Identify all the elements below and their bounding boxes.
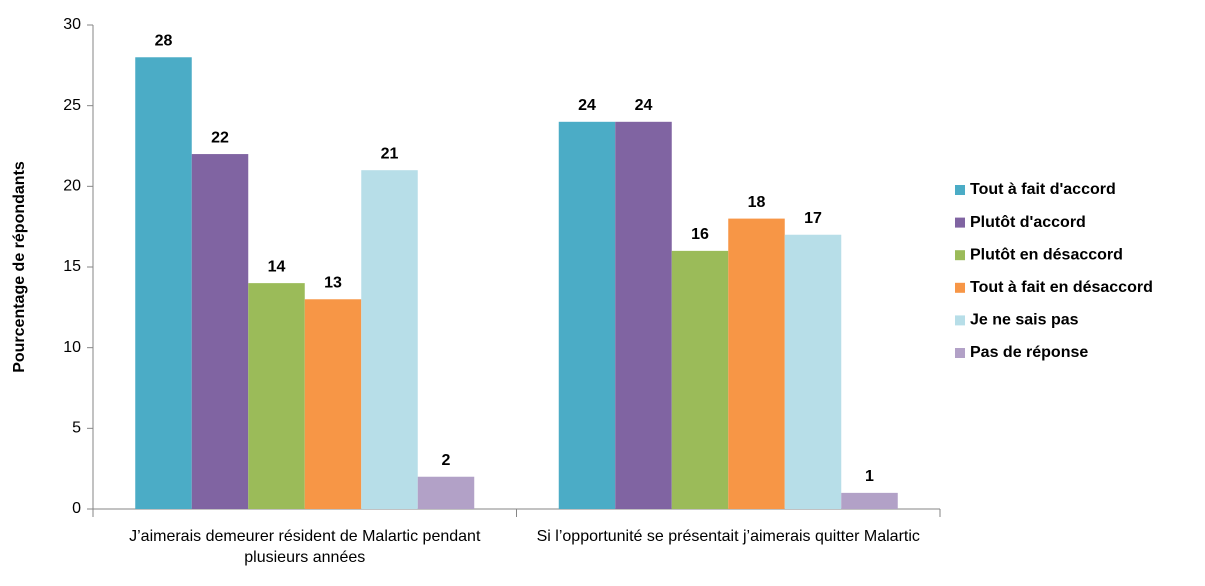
legend-swatch [955,315,965,326]
data-label: 28 [155,32,173,49]
y-tick-label: 30 [63,16,81,33]
data-label: 22 [211,129,229,146]
y-axis-label: Pourcentage de répondants [11,161,28,373]
data-label: 14 [268,258,286,275]
y-tick-label: 20 [63,178,81,195]
bar [841,492,898,509]
data-label: 16 [691,226,709,243]
bar [191,154,249,510]
legend-swatch [955,282,965,293]
bar [558,121,616,510]
legend-label: Plutôt d'accord [970,214,1086,231]
legend-label: Tout à fait d'accord [970,181,1116,198]
bar [728,218,785,509]
data-label: 17 [804,210,822,227]
data-label: 24 [578,97,596,114]
data-label: 2 [442,452,451,469]
data-label: 13 [324,274,342,291]
bar [784,234,842,509]
x-tick-label: Si l’opportunité se présentait j’aimerai… [536,528,920,545]
data-label: 18 [748,194,766,211]
y-tick-label: 10 [63,339,81,356]
bar [615,121,672,510]
legend-swatch [955,217,965,228]
bar [304,299,362,509]
bar [671,250,729,509]
y-tick-label: 25 [63,97,81,114]
bar [417,476,475,509]
data-label: 24 [635,97,653,114]
x-tick-label: J’aimerais demeurer résident de Malartic… [129,528,481,566]
legend-swatch [955,185,965,195]
bar [135,57,192,510]
y-tick-label: 5 [72,420,81,437]
bar [248,283,305,509]
y-tick-label: 15 [63,258,81,275]
data-label: 1 [865,468,874,485]
data-label: 21 [381,145,399,162]
legend-label: Plutôt en désaccord [970,246,1123,263]
legend-label: Tout à fait en désaccord [970,279,1153,296]
y-tick-label: 0 [72,500,81,517]
legend-swatch [955,348,965,358]
bar [361,170,418,509]
legend-label: Je ne sais pas [970,312,1079,329]
legend-label: Pas de réponse [970,344,1088,361]
legend-swatch [955,250,965,261]
